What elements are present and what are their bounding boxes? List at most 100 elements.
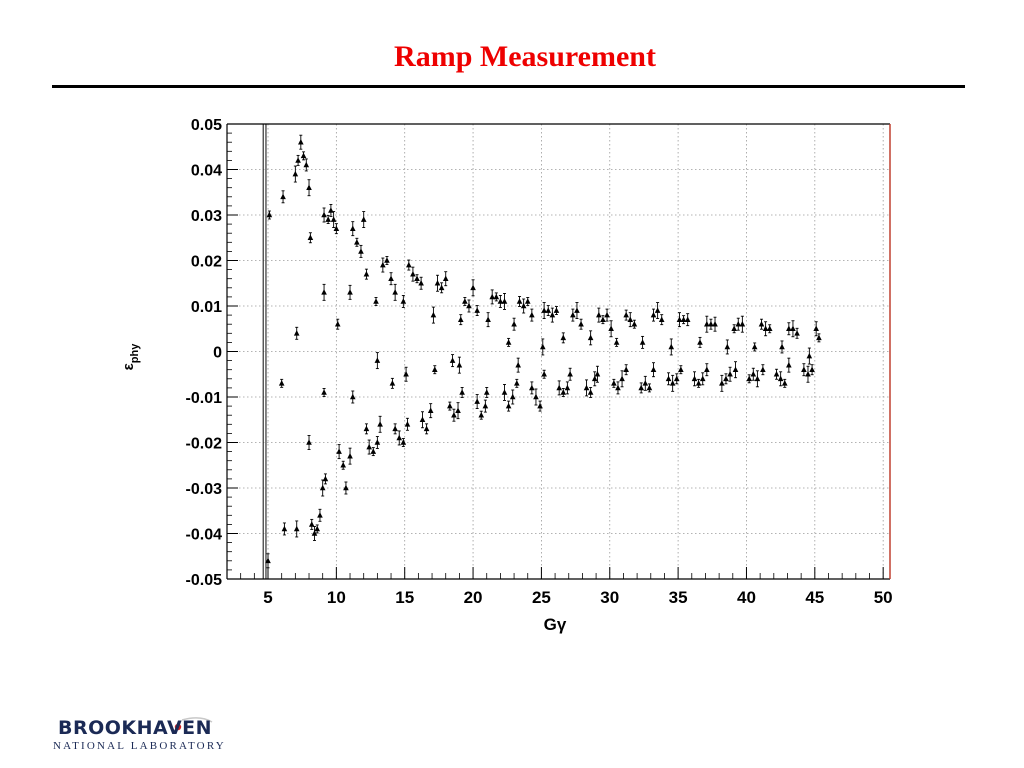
data-point-marker [613, 339, 620, 345]
data-point-marker [805, 371, 811, 377]
x-tick-label: 45 [805, 588, 824, 607]
data-point-marker [334, 321, 341, 327]
data-point-marker [697, 339, 703, 345]
reference-lines [262, 124, 267, 579]
data-point-marker [639, 339, 646, 345]
data-point-marker [295, 157, 301, 163]
data-point-marker [456, 361, 463, 368]
data-point-marker [638, 384, 645, 391]
data-point-marker [370, 448, 377, 454]
data-point-marker [347, 289, 353, 295]
data-point-marker [642, 380, 649, 386]
x-axis-label: Gγ [544, 615, 567, 634]
data-point-marker [300, 152, 307, 159]
data-point-marker [509, 393, 516, 400]
x-tick-label: 35 [669, 588, 688, 607]
data-point-marker [712, 321, 718, 327]
data-point-marker [404, 421, 411, 427]
data-point-marker [604, 311, 610, 318]
y-tick-label: 0.05 [191, 117, 222, 134]
data-point-marker [549, 311, 556, 318]
data-point-marker [650, 366, 657, 372]
data-point-marker [574, 307, 580, 313]
data-point-marker [384, 257, 390, 263]
data-point-marker [308, 521, 315, 527]
data-point-marker [330, 216, 337, 222]
data-point-marker [349, 225, 356, 231]
data-point-marker [306, 439, 312, 445]
data-point-marker [478, 412, 485, 418]
data-points [265, 139, 822, 564]
data-point-marker [746, 375, 752, 382]
data-point-marker [658, 316, 665, 322]
data-point-marker [695, 380, 702, 386]
data-point-marker [483, 389, 490, 395]
x-tick-label: 25 [532, 588, 551, 607]
data-point-marker [430, 311, 437, 318]
y-axis-label-symbol: ε [120, 363, 137, 370]
data-point-marker [474, 398, 480, 404]
data-point-marker [431, 366, 438, 372]
data-point-marker [340, 462, 346, 468]
data-point-marker [374, 439, 381, 445]
data-point-marker [567, 371, 573, 377]
data-point-marker [360, 216, 367, 222]
y-tick-label: -0.02 [186, 436, 223, 453]
data-point-marker [564, 384, 571, 391]
y-tick-label: -0.01 [186, 390, 223, 407]
data-point-marker [293, 525, 300, 532]
data-point-marker [781, 380, 788, 386]
data-point-marker [723, 375, 729, 382]
data-point-marker [704, 366, 710, 372]
data-point-marker [750, 371, 757, 377]
data-point-marker [419, 416, 426, 423]
data-point-marker [591, 375, 598, 382]
data-point-marker [533, 393, 539, 400]
data-point-marker [786, 325, 792, 332]
data-point-marker [363, 425, 370, 432]
data-point-marker [455, 407, 461, 413]
data-point-marker [366, 443, 372, 450]
data-point-marker [680, 316, 687, 322]
y-tick-label: 0.01 [191, 299, 222, 316]
data-point-marker [623, 311, 629, 318]
data-point-marker [380, 261, 386, 268]
data-point-marker [816, 334, 822, 341]
x-tick-label: 30 [600, 588, 619, 607]
data-point-marker [556, 384, 562, 391]
data-point-marker [665, 375, 672, 382]
data-point-marker [515, 361, 521, 368]
data-point-marker [423, 425, 430, 432]
data-point-marker [766, 325, 773, 332]
data-point-marker [668, 343, 675, 350]
data-point-marker [758, 321, 765, 327]
data-point-marker [293, 330, 300, 336]
data-point-marker [328, 207, 334, 213]
x-tick-label: 50 [874, 588, 893, 607]
x-tick-label: 40 [737, 588, 756, 607]
data-point-marker [347, 452, 353, 459]
y-axis-label: εphy [120, 343, 141, 371]
data-point-marker [278, 380, 285, 386]
data-point-marker [457, 316, 464, 322]
x-tick-label: 5 [263, 588, 272, 607]
logo-subtitle: NATIONAL LABORATORY [53, 740, 226, 752]
data-point-marker [751, 343, 758, 350]
data-point-marker [754, 375, 761, 382]
data-point-marker [427, 407, 434, 413]
data-point-marker [529, 311, 535, 318]
y-tick-label: -0.03 [186, 481, 223, 498]
data-point-marker [615, 384, 621, 391]
data-point-marker [623, 366, 629, 372]
data-point-marker [501, 389, 508, 395]
y-tick-label: -0.04 [186, 527, 223, 544]
data-point-marker [560, 389, 567, 395]
data-point-marker [650, 311, 657, 318]
x-tick-label: 10 [327, 588, 346, 607]
data-point-marker [631, 321, 638, 327]
data-point-marker [505, 339, 512, 345]
data-point-marker [583, 384, 590, 391]
scatter-chart: 0.05 0.04 0.03 0.02 0.01 0 -0.01 -0.02 -0.03 -0.0… [120, 117, 893, 634]
data-point-marker [779, 343, 785, 350]
data-point-marker [470, 284, 476, 291]
